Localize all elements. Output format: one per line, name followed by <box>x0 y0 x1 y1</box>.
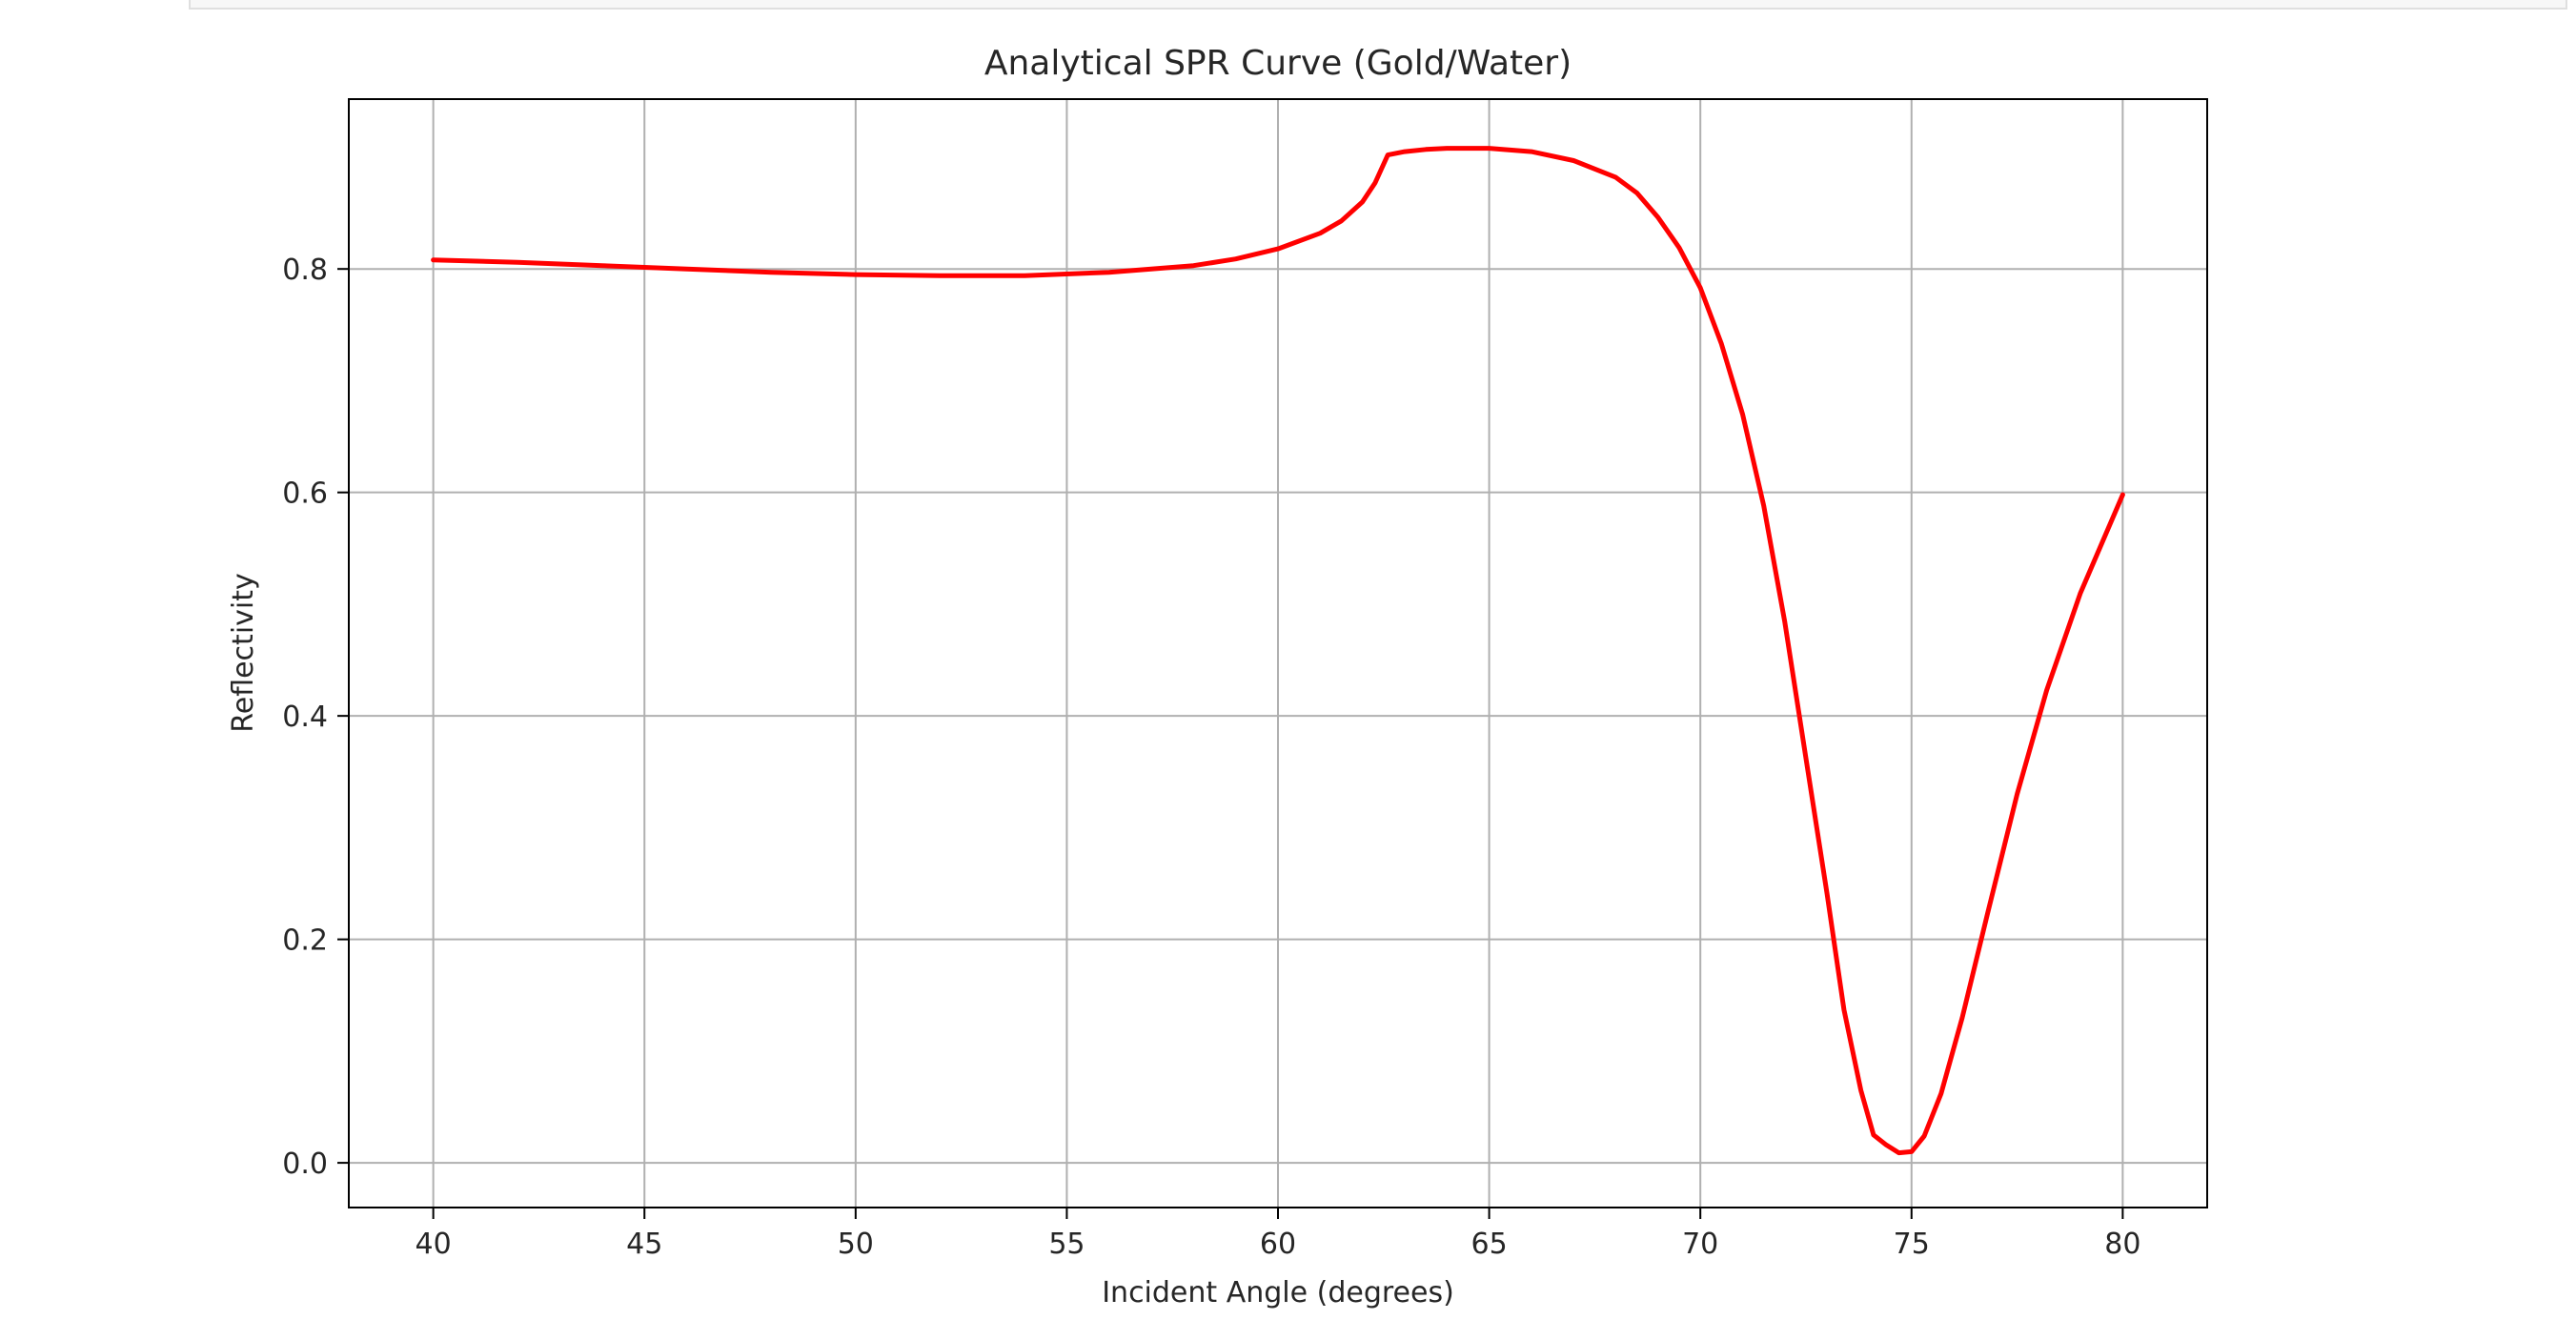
x-tick-label: 40 <box>416 1228 452 1261</box>
x-axis-title: Incident Angle (degrees) <box>1102 1276 1454 1310</box>
x-tick-label: 45 <box>626 1228 662 1261</box>
notebook-cell-edge <box>189 0 2567 10</box>
x-tick-label: 75 <box>1894 1228 1930 1261</box>
x-tick-label: 80 <box>2104 1228 2140 1261</box>
x-tick-label: 65 <box>1471 1228 1507 1261</box>
spr-curve-line <box>431 146 2125 1156</box>
y-tick-label: 0.0 <box>282 1147 328 1181</box>
chart-title: Analytical SPR Curve (Gold/Water) <box>984 44 1572 83</box>
y-axis-title: Reflectivity <box>227 573 260 733</box>
y-tick-label: 0.4 <box>282 700 328 734</box>
x-tick-label: 60 <box>1260 1228 1296 1261</box>
grid <box>349 99 2207 1208</box>
y-tick-label: 0.8 <box>282 254 328 287</box>
plot-area <box>431 146 2125 1156</box>
y-tick-label: 0.6 <box>282 477 328 511</box>
x-tick-label: 70 <box>1682 1228 1718 1261</box>
x-tick-label: 50 <box>838 1228 874 1261</box>
y-tick-label: 0.2 <box>282 924 328 958</box>
x-tick-label: 55 <box>1048 1228 1085 1261</box>
ticks: 40 45 50 55 60 65 70 75 80 0.0 0.2 0.4 0.6 0.8 <box>282 254 2140 1261</box>
